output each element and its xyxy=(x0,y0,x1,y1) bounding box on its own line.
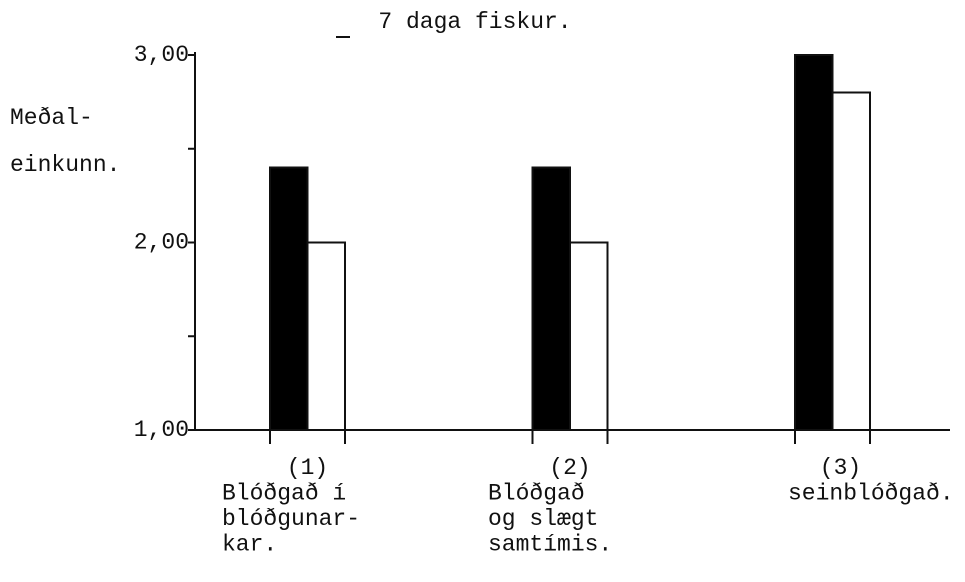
y-tick-label: 3,00 xyxy=(134,42,189,68)
bar xyxy=(306,241,346,431)
x-tick-label: (1) xyxy=(287,455,328,481)
bar xyxy=(269,166,309,431)
x-tick-label: Blóðgað í xyxy=(222,481,346,507)
bar xyxy=(831,91,871,431)
bar xyxy=(569,241,609,431)
y-tick-label: 2,00 xyxy=(134,230,189,256)
x-tick-label: blóðgunar- xyxy=(222,506,360,532)
chart-title: 7 daga fiskur. xyxy=(378,9,571,35)
x-tick-label: seinblóðgað. xyxy=(788,481,954,507)
x-tick-label: kar. xyxy=(222,532,277,558)
y-axis-label: Meðal- xyxy=(10,105,93,131)
bar xyxy=(794,54,834,431)
x-tick-label: Blóðgað xyxy=(488,481,585,507)
bar xyxy=(531,166,571,431)
x-tick-label: (3) xyxy=(820,455,861,481)
x-tick-label: og slægt xyxy=(488,506,598,532)
x-tick-label: samtímis. xyxy=(488,532,612,558)
y-tick-label: 1,00 xyxy=(134,417,189,443)
y-axis-label: einkunn. xyxy=(10,152,120,178)
x-tick-label: (2) xyxy=(549,455,590,481)
